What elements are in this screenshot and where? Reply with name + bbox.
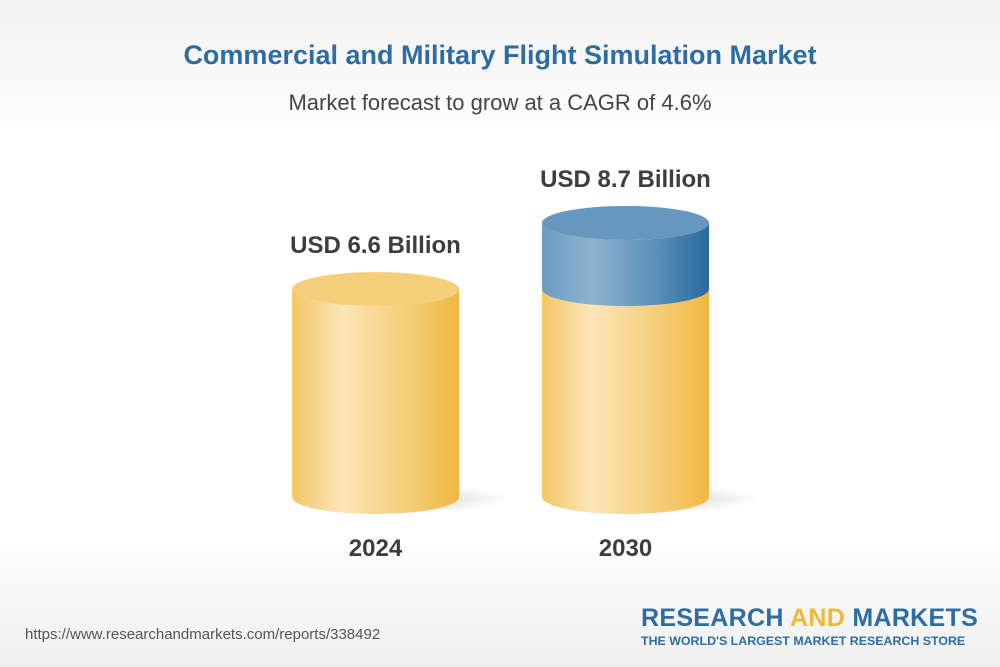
chart-title: Commercial and Military Flight Simulatio… (183, 40, 817, 70)
source-url[interactable]: https://www.researchandmarkets.com/repor… (25, 626, 381, 643)
logo-text-and: AND (790, 604, 846, 632)
logo-tagline: THE WORLD'S LARGEST MARKET RESEARCH STOR… (641, 634, 966, 648)
category-label: 2030 (599, 535, 652, 562)
logo-text: MARKETS (845, 604, 979, 632)
logo-text: RESEARCH (641, 604, 791, 632)
research-and-markets-logo: RESEARCH AND MARKETS THE WORLD'S LARGEST… (641, 604, 979, 648)
data-label: USD 6.6 Billion (290, 232, 461, 259)
chart-subtitle: Market forecast to grow at a CAGR of 4.6… (288, 90, 712, 115)
data-label: USD 8.7 Billion (540, 166, 711, 193)
bar-base-segment (542, 289, 709, 514)
category-label: 2024 (349, 535, 403, 562)
bar-top (292, 272, 459, 307)
bar-base-segment (292, 289, 460, 514)
bar-top (542, 205, 709, 240)
bar-growth-segment (542, 222, 709, 307)
